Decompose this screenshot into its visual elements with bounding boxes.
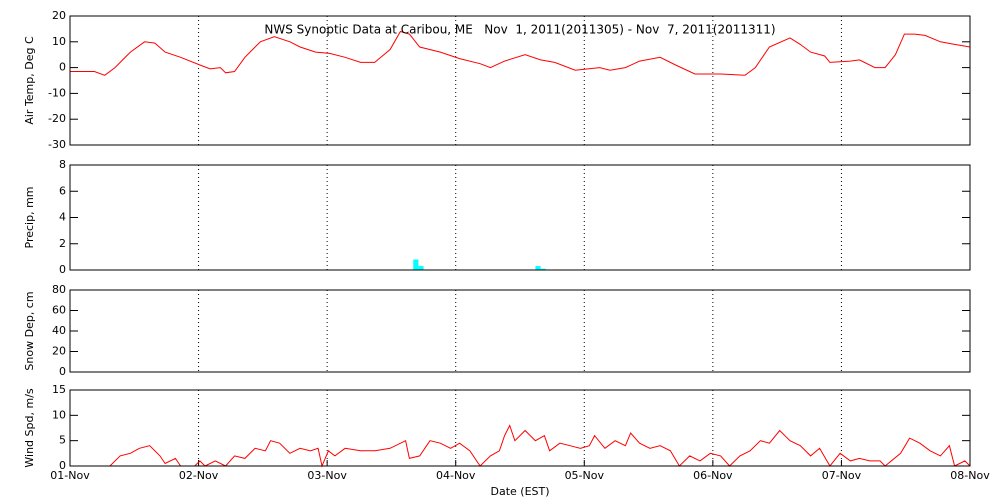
y-tick-label: 8 <box>59 158 66 171</box>
bar <box>535 266 541 270</box>
y-tick-label: 6 <box>59 184 66 197</box>
x-tick-label: 04-Nov <box>436 469 476 482</box>
y-tick-label: -30 <box>48 138 66 151</box>
y-axis-label: Precip, mm <box>23 187 36 249</box>
y-tick-label: 2 <box>59 237 66 250</box>
chart-title: NWS Synoptic Data at Caribou, ME Nov 1, … <box>264 23 775 37</box>
y-tick-label: 4 <box>59 211 66 224</box>
bar <box>540 268 546 270</box>
y-axis-label: Wind Spd, m/s <box>23 388 36 468</box>
data-line <box>70 424 971 468</box>
y-tick-label: -10 <box>48 86 66 99</box>
x-tick-label: 02-Nov <box>179 469 219 482</box>
y-tick-label: 60 <box>52 304 66 317</box>
y-tick-label: 40 <box>52 324 66 337</box>
y-tick-label: 15 <box>52 383 66 396</box>
x-axis-label: Date (EST) <box>490 485 549 498</box>
x-tick-label: 03-Nov <box>307 469 347 482</box>
bar <box>413 259 419 270</box>
y-tick-label: 10 <box>52 408 66 421</box>
y-tick-label: 20 <box>52 345 66 358</box>
y-axis-label: Snow Dep, cm <box>23 291 36 370</box>
y-tick-label: 0 <box>59 61 66 74</box>
plot-frame <box>69 289 971 373</box>
x-tick-label: 01-Nov <box>50 469 90 482</box>
plot-frame <box>69 15 971 146</box>
x-tick-label: 08-Nov <box>950 469 990 482</box>
y-tick-label: 0 <box>59 459 66 472</box>
y-tick-label: 5 <box>59 434 66 447</box>
y-tick-label: 10 <box>52 35 66 48</box>
x-tick-label: 06-Nov <box>693 469 733 482</box>
bar <box>418 266 424 270</box>
y-tick-label: 80 <box>52 283 66 296</box>
plot-frame <box>69 164 971 271</box>
plot-frame <box>69 389 971 467</box>
y-tick-label: 0 <box>59 365 66 378</box>
x-tick-label: 07-Nov <box>822 469 862 482</box>
y-tick-label: -20 <box>48 112 66 125</box>
y-tick-label: 0 <box>59 263 66 276</box>
y-tick-label: 20 <box>52 9 66 22</box>
x-tick-label: 05-Nov <box>565 469 605 482</box>
y-axis-label: Air Temp, Deg C <box>23 36 36 125</box>
data-line <box>70 30 971 76</box>
